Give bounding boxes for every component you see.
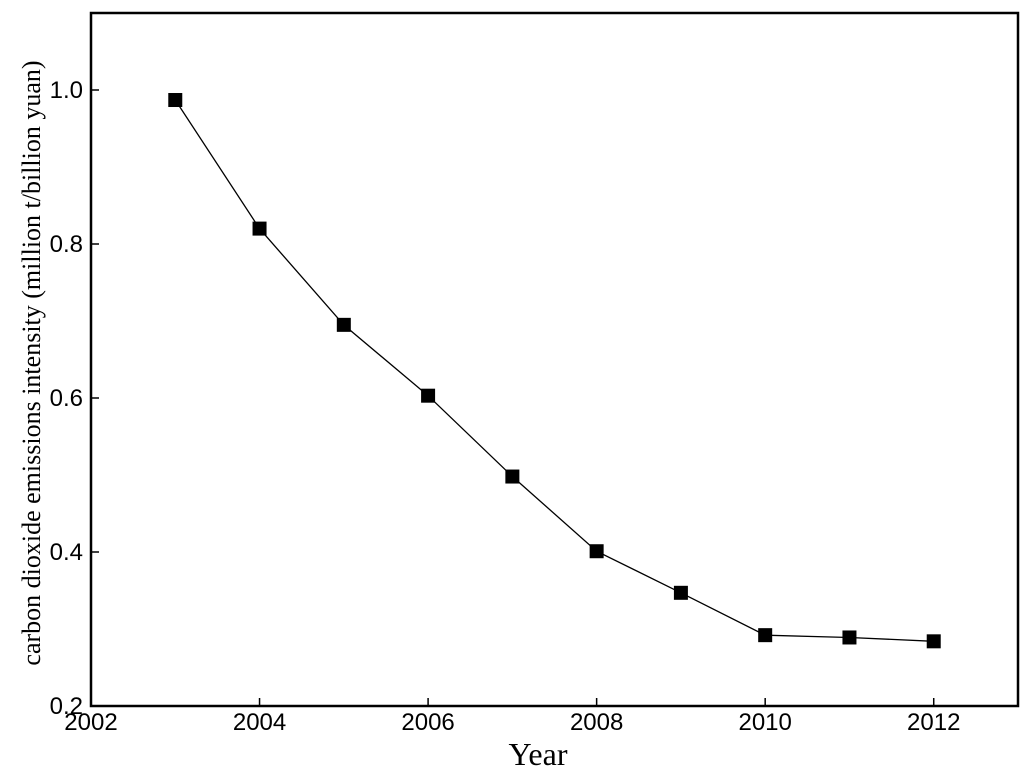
y-tick-label: 0.2 — [50, 693, 83, 720]
x-axis-ticks: 2002 2004 2006 2008 2010 2012 — [64, 698, 960, 736]
data-point-marker — [168, 93, 183, 108]
data-point-marker — [673, 585, 688, 600]
x-tick-label: 2004 — [233, 709, 286, 736]
data-point-marker — [421, 388, 436, 403]
series-markers — [168, 93, 941, 649]
data-point-marker — [589, 544, 604, 559]
data-point-marker — [336, 317, 351, 332]
x-tick-label: 2010 — [738, 709, 791, 736]
data-point-marker — [842, 630, 857, 645]
y-axis-ticks: 0.2 0.4 0.6 0.8 1.0 — [50, 77, 99, 720]
x-tick-label: 2012 — [907, 709, 960, 736]
y-tick-label: 0.4 — [50, 539, 83, 566]
y-tick-label: 1.0 — [50, 77, 83, 104]
series-line — [174, 99, 934, 642]
data-point-marker — [758, 628, 773, 643]
y-tick-label: 0.6 — [50, 385, 83, 412]
y-axis-title: carbon dioxide emissions intensity (mill… — [17, 60, 46, 665]
plot-frame — [89, 11, 1020, 708]
y-tick-label: 0.8 — [50, 231, 83, 258]
data-point-marker — [252, 221, 267, 236]
x-axis-title: Year — [509, 736, 568, 772]
data-point-marker — [926, 634, 941, 649]
x-tick-label: 2002 — [64, 709, 117, 736]
x-tick-label: 2006 — [401, 709, 454, 736]
x-tick-label: 2008 — [570, 709, 623, 736]
data-point-marker — [505, 469, 520, 484]
